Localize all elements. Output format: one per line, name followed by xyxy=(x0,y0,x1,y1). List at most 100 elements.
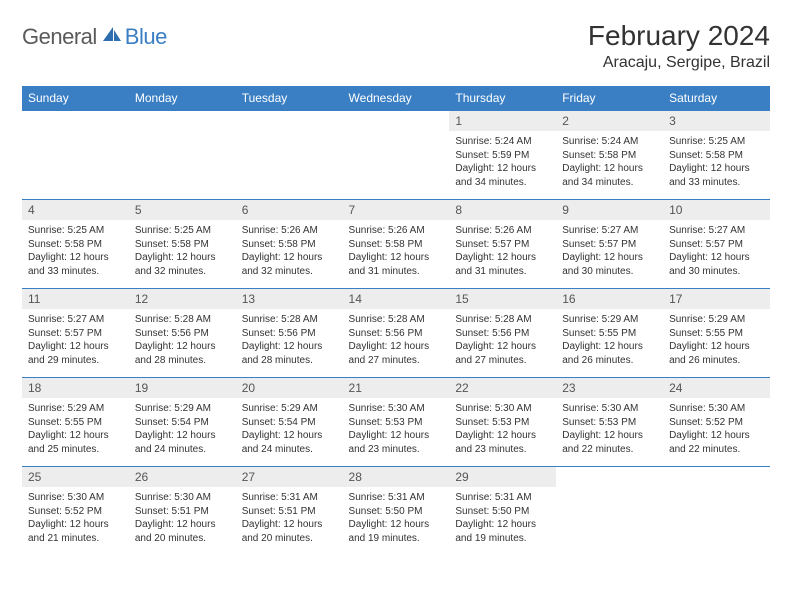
sunrise-text: Sunrise: 5:28 AM xyxy=(135,313,230,327)
sunrise-text: Sunrise: 5:26 AM xyxy=(455,224,550,238)
day-number: 22 xyxy=(449,378,556,398)
header: General Blue February 2024 Aracaju, Serg… xyxy=(22,20,770,72)
daylight-text: Daylight: 12 hours and 24 minutes. xyxy=(135,429,230,456)
sunrise-text: Sunrise: 5:28 AM xyxy=(455,313,550,327)
day-cell: 23Sunrise: 5:30 AMSunset: 5:53 PMDayligh… xyxy=(556,378,663,467)
daylight-text: Daylight: 12 hours and 19 minutes. xyxy=(455,518,550,545)
day-cell: 0SunriseSunsetDaylight xyxy=(22,111,129,200)
day-cell: 20Sunrise: 5:29 AMSunset: 5:54 PMDayligh… xyxy=(236,378,343,467)
week-row: 25Sunrise: 5:30 AMSunset: 5:52 PMDayligh… xyxy=(22,467,770,556)
day-cell: 12Sunrise: 5:28 AMSunset: 5:56 PMDayligh… xyxy=(129,289,236,378)
day-number: 12 xyxy=(129,289,236,309)
day-cell: 18Sunrise: 5:29 AMSunset: 5:55 PMDayligh… xyxy=(22,378,129,467)
day-number: 20 xyxy=(236,378,343,398)
day-cell: 6Sunrise: 5:26 AMSunset: 5:58 PMDaylight… xyxy=(236,200,343,289)
sunrise-text: Sunrise: 5:30 AM xyxy=(28,491,123,505)
sunrise-text: Sunrise: 5:29 AM xyxy=(669,313,764,327)
daylight-text: Daylight: 12 hours and 28 minutes. xyxy=(135,340,230,367)
day-cell: 0SunriseSunsetDaylight xyxy=(663,467,770,556)
day-number: 3 xyxy=(663,111,770,131)
daylight-text: Daylight: 12 hours and 32 minutes. xyxy=(135,251,230,278)
day-content: Sunrise: 5:27 AMSunset: 5:57 PMDaylight:… xyxy=(556,220,663,288)
day-content: Sunrise: 5:28 AMSunset: 5:56 PMDaylight:… xyxy=(343,309,450,377)
day-number: 16 xyxy=(556,289,663,309)
day-content: Sunrise: 5:30 AMSunset: 5:51 PMDaylight:… xyxy=(129,487,236,555)
day-header: Wednesday xyxy=(343,86,450,111)
sunrise-text: Sunrise: 5:24 AM xyxy=(562,135,657,149)
sunrise-text: Sunrise: 5:29 AM xyxy=(135,402,230,416)
day-cell: 0SunriseSunsetDaylight xyxy=(556,467,663,556)
day-header: Sunday xyxy=(22,86,129,111)
logo: General Blue xyxy=(22,24,167,50)
day-cell: 25Sunrise: 5:30 AMSunset: 5:52 PMDayligh… xyxy=(22,467,129,556)
daylight-text: Daylight: 12 hours and 26 minutes. xyxy=(562,340,657,367)
daylight-text: Daylight: 12 hours and 21 minutes. xyxy=(28,518,123,545)
day-number: 10 xyxy=(663,200,770,220)
sunset-text: Sunset: 5:54 PM xyxy=(135,416,230,430)
day-cell: 1Sunrise: 5:24 AMSunset: 5:59 PMDaylight… xyxy=(449,111,556,200)
day-cell: 0SunriseSunsetDaylight xyxy=(343,111,450,200)
day-number: 26 xyxy=(129,467,236,487)
sunrise-text: Sunrise: 5:27 AM xyxy=(28,313,123,327)
daylight-text: Daylight: 12 hours and 30 minutes. xyxy=(669,251,764,278)
day-cell: 21Sunrise: 5:30 AMSunset: 5:53 PMDayligh… xyxy=(343,378,450,467)
day-number: 14 xyxy=(343,289,450,309)
sunrise-text: Sunrise: 5:26 AM xyxy=(242,224,337,238)
sunset-text: Sunset: 5:51 PM xyxy=(135,505,230,519)
day-header: Thursday xyxy=(449,86,556,111)
sunset-text: Sunset: 5:57 PM xyxy=(455,238,550,252)
day-cell: 15Sunrise: 5:28 AMSunset: 5:56 PMDayligh… xyxy=(449,289,556,378)
logo-text-general: General xyxy=(22,24,97,50)
day-number: 24 xyxy=(663,378,770,398)
sunrise-text: Sunrise: 5:24 AM xyxy=(455,135,550,149)
daylight-text: Daylight: 12 hours and 33 minutes. xyxy=(669,162,764,189)
day-content: Sunrise: 5:25 AMSunset: 5:58 PMDaylight:… xyxy=(663,131,770,199)
day-cell: 28Sunrise: 5:31 AMSunset: 5:50 PMDayligh… xyxy=(343,467,450,556)
sunset-text: Sunset: 5:58 PM xyxy=(135,238,230,252)
day-content: Sunrise: 5:29 AMSunset: 5:54 PMDaylight:… xyxy=(129,398,236,466)
day-cell: 10Sunrise: 5:27 AMSunset: 5:57 PMDayligh… xyxy=(663,200,770,289)
day-number: 15 xyxy=(449,289,556,309)
day-number: 8 xyxy=(449,200,556,220)
sunrise-text: Sunrise: 5:30 AM xyxy=(349,402,444,416)
day-cell: 17Sunrise: 5:29 AMSunset: 5:55 PMDayligh… xyxy=(663,289,770,378)
sunset-text: Sunset: 5:58 PM xyxy=(242,238,337,252)
day-content: Sunrise: 5:26 AMSunset: 5:57 PMDaylight:… xyxy=(449,220,556,288)
week-row: 18Sunrise: 5:29 AMSunset: 5:55 PMDayligh… xyxy=(22,378,770,467)
day-cell: 5Sunrise: 5:25 AMSunset: 5:58 PMDaylight… xyxy=(129,200,236,289)
day-content: Sunrise: 5:29 AMSunset: 5:54 PMDaylight:… xyxy=(236,398,343,466)
day-content: Sunrise: 5:27 AMSunset: 5:57 PMDaylight:… xyxy=(663,220,770,288)
sunset-text: Sunset: 5:53 PM xyxy=(562,416,657,430)
day-cell: 7Sunrise: 5:26 AMSunset: 5:58 PMDaylight… xyxy=(343,200,450,289)
day-cell: 29Sunrise: 5:31 AMSunset: 5:50 PMDayligh… xyxy=(449,467,556,556)
day-cell: 16Sunrise: 5:29 AMSunset: 5:55 PMDayligh… xyxy=(556,289,663,378)
day-content: Sunrise: 5:29 AMSunset: 5:55 PMDaylight:… xyxy=(663,309,770,377)
daylight-text: Daylight: 12 hours and 23 minutes. xyxy=(455,429,550,456)
day-number: 2 xyxy=(556,111,663,131)
week-row: 0SunriseSunsetDaylight0SunriseSunsetDayl… xyxy=(22,111,770,200)
day-content: Sunrise: 5:30 AMSunset: 5:52 PMDaylight:… xyxy=(22,487,129,555)
sunrise-text: Sunrise: 5:31 AM xyxy=(455,491,550,505)
sunset-text: Sunset: 5:56 PM xyxy=(242,327,337,341)
day-content: Sunrise: 5:30 AMSunset: 5:53 PMDaylight:… xyxy=(556,398,663,466)
day-number: 25 xyxy=(22,467,129,487)
daylight-text: Daylight: 12 hours and 30 minutes. xyxy=(562,251,657,278)
day-content: Sunrise: 5:28 AMSunset: 5:56 PMDaylight:… xyxy=(129,309,236,377)
daylight-text: Daylight: 12 hours and 19 minutes. xyxy=(349,518,444,545)
week-row: 4Sunrise: 5:25 AMSunset: 5:58 PMDaylight… xyxy=(22,200,770,289)
sunset-text: Sunset: 5:58 PM xyxy=(28,238,123,252)
sunset-text: Sunset: 5:53 PM xyxy=(455,416,550,430)
day-content: Sunrise: 5:29 AMSunset: 5:55 PMDaylight:… xyxy=(556,309,663,377)
day-number: 27 xyxy=(236,467,343,487)
location-text: Aracaju, Sergipe, Brazil xyxy=(588,54,770,72)
day-cell: 0SunriseSunsetDaylight xyxy=(236,111,343,200)
daylight-text: Daylight: 12 hours and 20 minutes. xyxy=(135,518,230,545)
day-cell: 14Sunrise: 5:28 AMSunset: 5:56 PMDayligh… xyxy=(343,289,450,378)
day-number: 19 xyxy=(129,378,236,398)
day-content: Sunrise: 5:24 AMSunset: 5:59 PMDaylight:… xyxy=(449,131,556,199)
sunrise-text: Sunrise: 5:31 AM xyxy=(242,491,337,505)
sunrise-text: Sunrise: 5:25 AM xyxy=(135,224,230,238)
sunset-text: Sunset: 5:56 PM xyxy=(455,327,550,341)
day-cell: 0SunriseSunsetDaylight xyxy=(129,111,236,200)
sunset-text: Sunset: 5:58 PM xyxy=(669,149,764,163)
